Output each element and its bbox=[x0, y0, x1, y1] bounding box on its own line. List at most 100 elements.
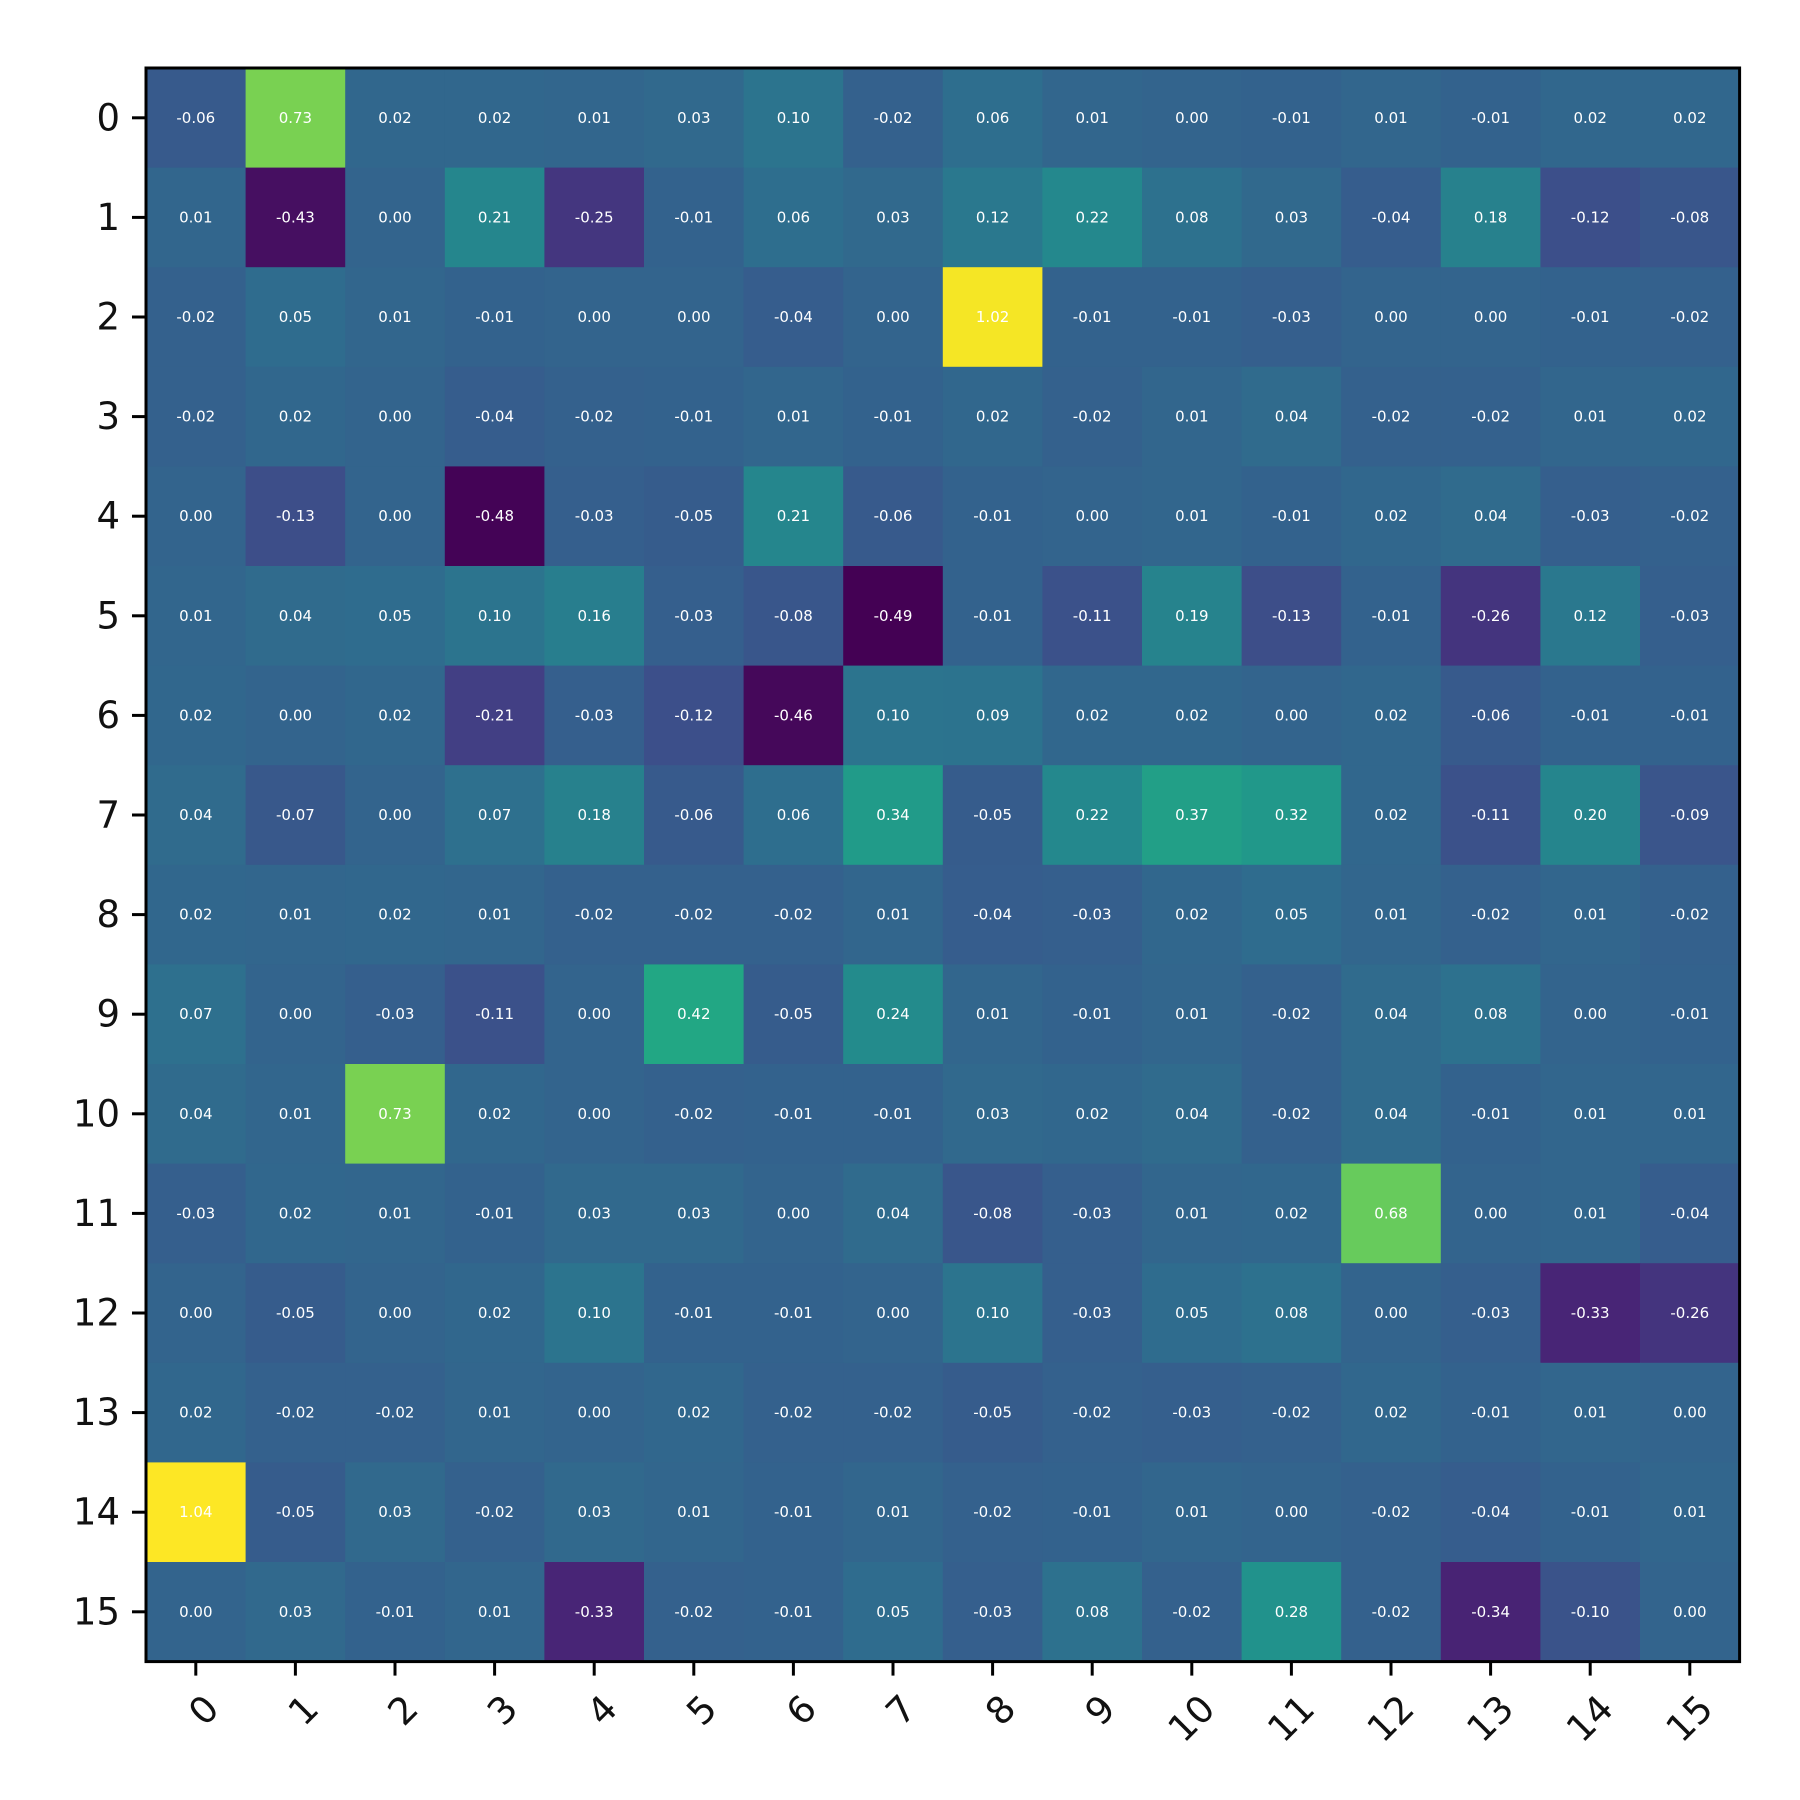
heatmap-cell-r1-c10 bbox=[1142, 167, 1243, 268]
y-tick-label-6: 6 bbox=[96, 694, 120, 737]
heatmap-cell-r4-c12 bbox=[1341, 466, 1442, 567]
cell-value-label-r10-c1: 0.01 bbox=[279, 1105, 312, 1123]
cell-value-label-r2-c1: 0.05 bbox=[279, 308, 312, 326]
heatmap-cell-r14-c1 bbox=[245, 1462, 346, 1563]
cell-value-label-r1-c10: 0.08 bbox=[1175, 208, 1208, 226]
heatmap-cell-r2-c3 bbox=[444, 267, 545, 368]
cell-value-label-r12-c10: 0.05 bbox=[1175, 1304, 1208, 1322]
heatmap-cell-r1-c15 bbox=[1640, 167, 1741, 268]
heatmap-cell-r8-c13 bbox=[1440, 864, 1541, 965]
heatmap-cell-r10-c2 bbox=[345, 1064, 446, 1165]
cell-value-label-r1-c11: 0.03 bbox=[1275, 208, 1308, 226]
cell-value-label-r13-c7: -0.02 bbox=[874, 1404, 913, 1422]
x-tick-label-3: 3 bbox=[479, 1687, 526, 1734]
cell-value-label-r0-c1: 0.73 bbox=[279, 109, 312, 127]
heatmap-cell-r5-c0 bbox=[146, 566, 247, 667]
heatmap-cell-r14-c5 bbox=[644, 1462, 745, 1563]
heatmap-cell-r9-c4 bbox=[544, 964, 645, 1065]
heatmap-cell-r8-c7 bbox=[843, 864, 944, 965]
heatmap-cell-r9-c8 bbox=[942, 964, 1043, 1065]
cell-value-label-r13-c6: -0.02 bbox=[774, 1404, 813, 1422]
heatmap-cell-r3-c4 bbox=[544, 366, 645, 467]
cell-value-label-r1-c5: -0.01 bbox=[674, 208, 713, 226]
x-tick-label-6: 6 bbox=[778, 1687, 825, 1734]
heatmap-cell-r0-c6 bbox=[743, 68, 844, 169]
cell-value-label-r12-c2: 0.00 bbox=[378, 1304, 411, 1322]
heatmap-cell-r4-c15 bbox=[1640, 466, 1741, 567]
heatmap-cell-r9-c1 bbox=[245, 964, 346, 1065]
cell-value-label-r10-c7: -0.01 bbox=[874, 1105, 913, 1123]
heatmap-cell-r4-c14 bbox=[1540, 466, 1641, 567]
heatmap-cell-r4-c2 bbox=[345, 466, 446, 567]
heatmap-cell-r7-c10 bbox=[1142, 765, 1243, 866]
cell-value-label-r9-c7: 0.24 bbox=[876, 1005, 909, 1023]
cell-value-label-r2-c6: -0.04 bbox=[774, 308, 813, 326]
cell-value-label-r15-c5: -0.02 bbox=[674, 1603, 713, 1621]
heatmap-cell-r1-c13 bbox=[1440, 167, 1541, 268]
y-tick-label-0: 0 bbox=[96, 96, 120, 139]
heatmap-cell-r0-c9 bbox=[1042, 68, 1143, 169]
y-tick-label-9: 9 bbox=[96, 993, 120, 1036]
cell-value-label-r2-c5: 0.00 bbox=[677, 308, 710, 326]
heatmap-cell-r11-c3 bbox=[444, 1163, 545, 1264]
heatmap-cell-r3-c13 bbox=[1440, 366, 1541, 467]
heatmap-cell-r11-c6 bbox=[743, 1163, 844, 1264]
cell-value-label-r5-c1: 0.04 bbox=[279, 607, 312, 625]
heatmap-cell-r12-c12 bbox=[1341, 1263, 1442, 1364]
heatmap-cell-r2-c15 bbox=[1640, 267, 1741, 368]
heatmap-cell-r5-c8 bbox=[942, 566, 1043, 667]
y-tick-label-1: 1 bbox=[96, 196, 120, 239]
heatmap-cell-r7-c13 bbox=[1440, 765, 1541, 866]
cell-value-label-r11-c15: -0.04 bbox=[1670, 1204, 1709, 1222]
cell-value-label-r1-c0: 0.01 bbox=[179, 208, 212, 226]
cell-value-label-r8-c15: -0.02 bbox=[1670, 906, 1709, 924]
cell-value-label-r9-c1: 0.00 bbox=[279, 1005, 312, 1023]
cell-value-label-r5-c4: 0.16 bbox=[577, 607, 610, 625]
cell-value-label-r4-c13: 0.04 bbox=[1474, 507, 1507, 525]
cell-value-label-r10-c0: 0.04 bbox=[179, 1105, 212, 1123]
heatmap-cell-r15-c3 bbox=[444, 1562, 545, 1663]
cell-value-label-r3-c8: 0.02 bbox=[976, 408, 1009, 426]
heatmap-cell-r7-c4 bbox=[544, 765, 645, 866]
heatmap-cells bbox=[146, 68, 1741, 1663]
heatmap-cell-r7-c2 bbox=[345, 765, 446, 866]
heatmap-cell-r13-c15 bbox=[1640, 1362, 1741, 1463]
cell-value-label-r9-c4: 0.00 bbox=[577, 1005, 610, 1023]
heatmap-cell-r9-c13 bbox=[1440, 964, 1541, 1065]
cell-value-label-r13-c14: 0.01 bbox=[1573, 1404, 1606, 1422]
cell-value-label-r11-c5: 0.03 bbox=[677, 1204, 710, 1222]
heatmap-cell-r14-c4 bbox=[544, 1462, 645, 1563]
cell-value-label-r8-c0: 0.02 bbox=[179, 906, 212, 924]
heatmap-cell-r15-c10 bbox=[1142, 1562, 1243, 1663]
cell-value-label-r12-c5: -0.01 bbox=[674, 1304, 713, 1322]
heatmap-cell-r15-c6 bbox=[743, 1562, 844, 1663]
heatmap-cell-r7-c8 bbox=[942, 765, 1043, 866]
heatmap-cell-r13-c9 bbox=[1042, 1362, 1143, 1463]
cell-value-label-r11-c4: 0.03 bbox=[577, 1204, 610, 1222]
heatmap-cell-r3-c8 bbox=[942, 366, 1043, 467]
cell-value-label-r7-c1: -0.07 bbox=[276, 806, 315, 824]
cell-value-label-r13-c10: -0.03 bbox=[1172, 1404, 1211, 1422]
heatmap-cell-r11-c5 bbox=[644, 1163, 745, 1264]
heatmap-cell-r3-c7 bbox=[843, 366, 944, 467]
heatmap-cell-r15-c4 bbox=[544, 1562, 645, 1663]
cell-value-label-r6-c1: 0.00 bbox=[279, 706, 312, 724]
heatmap-cell-r8-c5 bbox=[644, 864, 745, 965]
heatmap-cell-r2-c6 bbox=[743, 267, 844, 368]
cell-value-label-r2-c8: 1.02 bbox=[976, 308, 1009, 326]
cell-value-label-r8-c2: 0.02 bbox=[378, 906, 411, 924]
cell-value-label-r7-c0: 0.04 bbox=[179, 806, 212, 824]
heatmap-cell-r15-c14 bbox=[1540, 1562, 1641, 1663]
cell-value-label-r12-c13: -0.03 bbox=[1471, 1304, 1510, 1322]
cell-value-label-r15-c10: -0.02 bbox=[1172, 1603, 1211, 1621]
cell-value-label-r1-c9: 0.22 bbox=[1075, 208, 1108, 226]
heatmap-cell-r12-c13 bbox=[1440, 1263, 1541, 1364]
heatmap-cell-r12-c2 bbox=[345, 1263, 446, 1364]
x-tick-label-12: 12 bbox=[1359, 1687, 1423, 1751]
heatmap-cell-r3-c1 bbox=[245, 366, 346, 467]
cell-value-label-r12-c1: -0.05 bbox=[276, 1304, 315, 1322]
cell-value-label-r11-c6: 0.00 bbox=[777, 1204, 810, 1222]
cell-value-label-r10-c11: -0.02 bbox=[1272, 1105, 1311, 1123]
heatmap-cell-r9-c3 bbox=[444, 964, 545, 1065]
heatmap-cell-r6-c7 bbox=[843, 665, 944, 766]
